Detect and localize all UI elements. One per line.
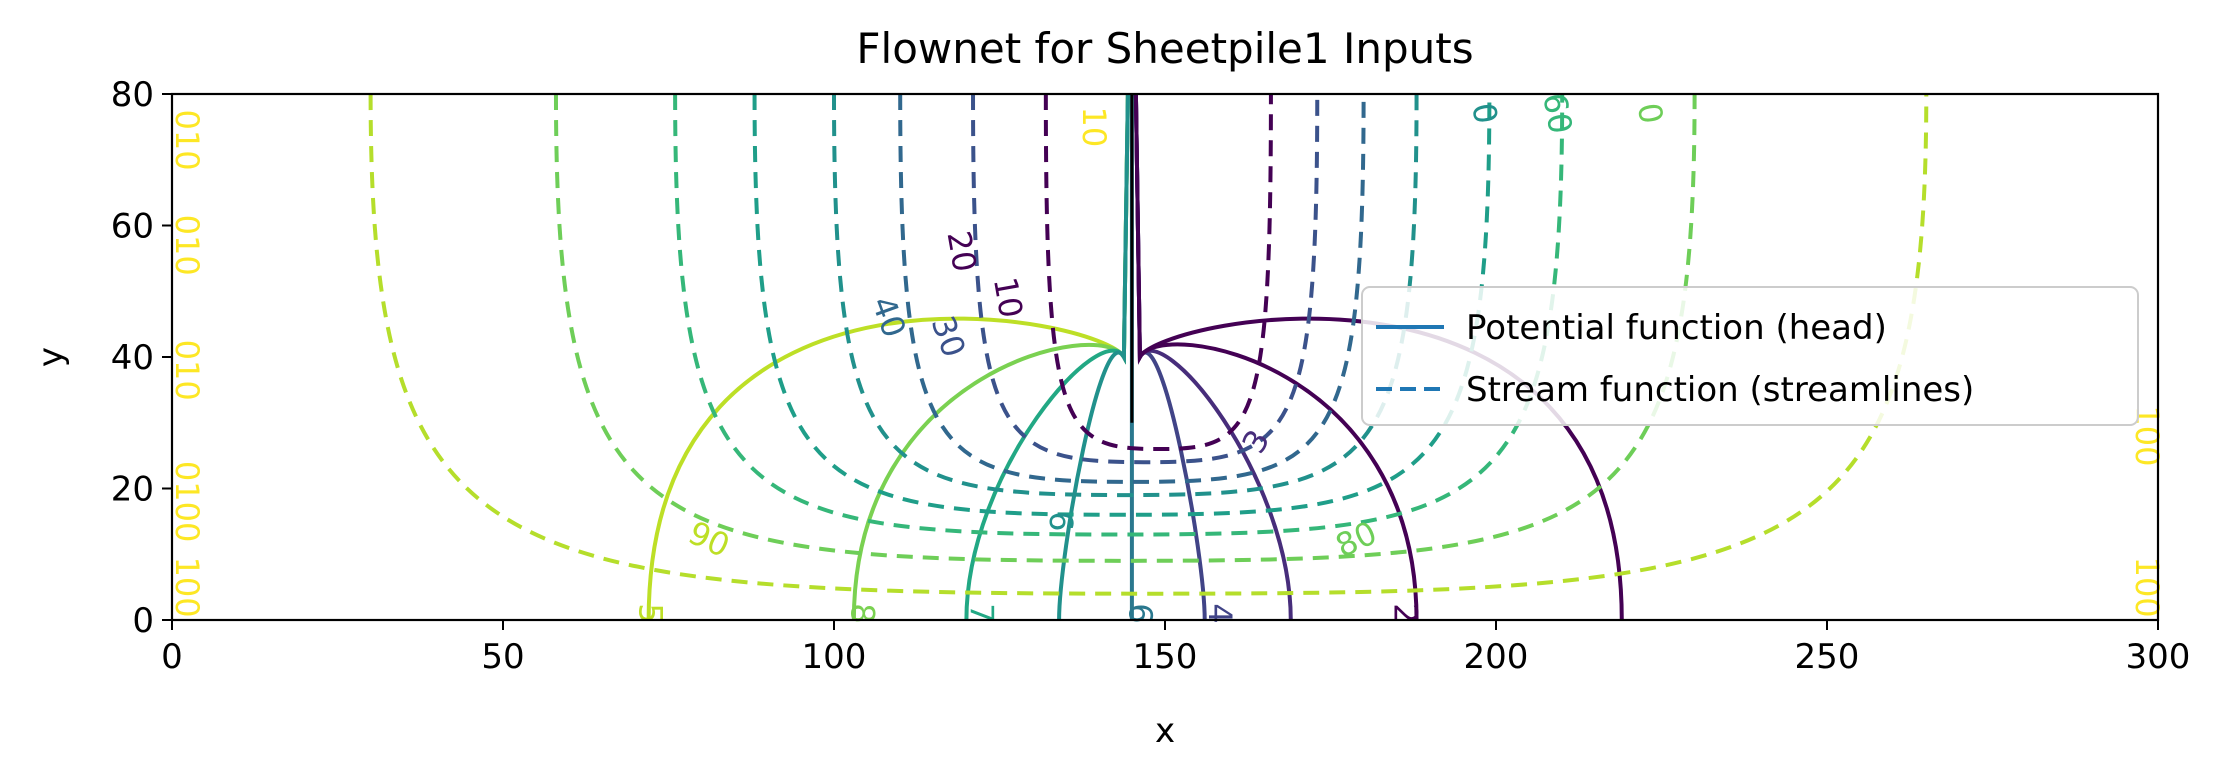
legend-label: Stream function (streamlines) <box>1466 370 1974 410</box>
contour-label: 010 <box>168 340 206 401</box>
potential-line <box>1057 94 1130 620</box>
potential-line <box>964 94 1130 620</box>
contour-label: 10 <box>1075 107 1113 148</box>
contour-label: 10 <box>986 274 1030 321</box>
legend: Potential function (head) Stream function… <box>1361 286 2139 426</box>
contour-label: 100 <box>2128 557 2166 618</box>
stream-line <box>673 94 1565 537</box>
potential-line <box>646 94 1130 620</box>
contour-label: 100 <box>168 557 206 618</box>
x-tick-label: 150 <box>1133 637 1198 677</box>
chart-title: Flownet for Sheetpile1 Inputs <box>856 24 1473 73</box>
potential-line <box>851 94 1130 620</box>
contour-label: 010 <box>168 109 206 170</box>
y-tick-label: 60 <box>111 207 154 247</box>
contour-label: 5 <box>632 603 670 623</box>
y-tick-label: 80 <box>111 75 154 115</box>
x-axis: 0 50 100 150 200 250 300 <box>161 620 2190 677</box>
contour-label: 60 <box>1535 90 1579 137</box>
contour-label: 20 <box>940 228 984 275</box>
y-axis: 0 20 40 60 80 <box>111 75 172 641</box>
stream-line <box>368 94 1929 596</box>
y-tick-label: 0 <box>132 601 154 641</box>
legend-box <box>1361 286 2139 426</box>
legend-label: Potential function (head) <box>1466 308 1887 348</box>
x-tick-label: 50 <box>481 637 524 677</box>
contour-label: 7 <box>963 603 1001 623</box>
x-tick-label: 100 <box>802 637 867 677</box>
y-tick-label: 40 <box>111 338 154 378</box>
x-tick-label: 200 <box>1464 637 1529 677</box>
y-tick-label: 20 <box>111 470 154 510</box>
contour-label: 6 <box>1042 511 1080 531</box>
contour-label: 2 <box>1386 603 1424 623</box>
y-axis-label: y <box>31 347 71 367</box>
contour-label: 4 <box>1201 603 1239 623</box>
stream-line <box>971 94 1320 465</box>
contour-label: 8 <box>843 603 881 623</box>
contour-label: 6 <box>1122 603 1160 623</box>
contour-label: 0100 <box>168 461 206 542</box>
x-tick-label: 300 <box>2126 637 2191 677</box>
x-tick-label: 0 <box>161 637 183 677</box>
x-axis-label: x <box>1155 711 1175 751</box>
contour-label: 010 <box>168 215 206 276</box>
x-tick-label: 250 <box>1795 637 1860 677</box>
stream-line <box>1043 94 1273 452</box>
